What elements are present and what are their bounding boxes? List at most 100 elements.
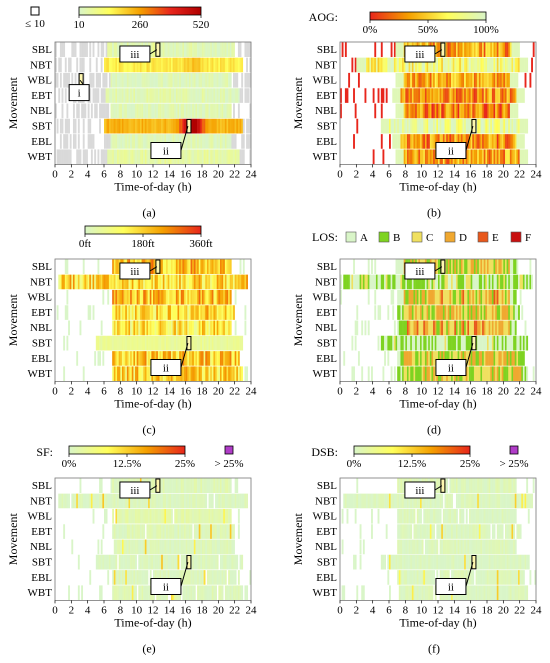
heatmap-cell bbox=[444, 335, 447, 351]
heatmap-cell bbox=[126, 289, 129, 305]
heatmap-cell bbox=[210, 289, 213, 305]
heatmap-cell bbox=[364, 57, 367, 73]
callout-marker bbox=[440, 478, 446, 493]
heatmap-cell bbox=[377, 87, 380, 104]
heatmap-cell bbox=[117, 87, 119, 104]
heatmap-cell bbox=[184, 569, 186, 586]
heatmap-cell bbox=[478, 493, 481, 509]
heatmap-cell bbox=[166, 539, 168, 555]
heatmap-cell bbox=[500, 366, 502, 382]
heatmap-cell bbox=[216, 539, 219, 555]
heatmap-cell bbox=[460, 569, 463, 586]
x-tick-label: 16 bbox=[180, 385, 192, 397]
heatmap-cell bbox=[449, 259, 452, 275]
heatmap-cell bbox=[223, 523, 226, 540]
heatmap-cell bbox=[491, 523, 494, 540]
heatmap-cell bbox=[197, 523, 199, 540]
heatmap-cell bbox=[179, 478, 182, 494]
heatmap-cell bbox=[398, 366, 401, 382]
heatmap-cell bbox=[488, 478, 491, 494]
heatmap-cell bbox=[102, 289, 105, 305]
heatmap-cell bbox=[228, 585, 231, 601]
heatmap-cell bbox=[469, 118, 471, 134]
heatmap-cell bbox=[128, 304, 131, 321]
heatmap-cell bbox=[138, 304, 141, 321]
heatmap-cell bbox=[513, 493, 516, 509]
heatmap-cell bbox=[136, 103, 139, 119]
heatmap-cell bbox=[488, 350, 491, 367]
heatmap-cell bbox=[71, 72, 74, 88]
heatmap-cell bbox=[226, 335, 229, 351]
row-label: WBT bbox=[28, 587, 53, 599]
heatmap-cell bbox=[501, 274, 504, 290]
heatmap-cell bbox=[487, 57, 489, 73]
heatmap-cell bbox=[249, 133, 252, 150]
heatmap-cell bbox=[433, 57, 435, 73]
heatmap-cell bbox=[192, 539, 195, 555]
heatmap-cell bbox=[447, 539, 450, 555]
heatmap-cell bbox=[451, 569, 453, 586]
heatmap-cell bbox=[509, 87, 512, 104]
heatmap-cell bbox=[441, 289, 444, 305]
heatmap-cell bbox=[403, 493, 406, 509]
heatmap-cell bbox=[428, 72, 431, 88]
heatmap-cell bbox=[162, 289, 165, 305]
heatmap-cell bbox=[112, 493, 115, 509]
heatmap-cell bbox=[175, 335, 178, 351]
heatmap-cell bbox=[462, 569, 465, 586]
heatmap-cell bbox=[192, 350, 195, 367]
heatmap-cell bbox=[500, 72, 502, 88]
heatmap-cell bbox=[187, 42, 190, 58]
heatmap-cell bbox=[477, 554, 480, 570]
heatmap-cell bbox=[495, 87, 498, 104]
heatmap-cell bbox=[72, 133, 75, 150]
callout-box bbox=[150, 142, 182, 159]
heatmap-cell bbox=[482, 569, 484, 586]
heatmap-cell bbox=[411, 350, 414, 367]
heatmap-cell bbox=[237, 585, 240, 601]
heatmap-cell bbox=[487, 149, 489, 165]
heatmap-cell bbox=[162, 103, 165, 119]
heatmap-cell bbox=[483, 57, 486, 73]
heatmap-cell bbox=[236, 585, 239, 601]
heatmap-cell bbox=[112, 366, 115, 382]
heatmap-cell bbox=[503, 539, 506, 555]
heatmap-cell bbox=[159, 508, 162, 524]
heatmap-cell bbox=[464, 554, 467, 570]
heatmap-cell bbox=[166, 42, 168, 58]
heatmap-cell bbox=[410, 57, 413, 73]
heatmap-cell bbox=[195, 539, 198, 555]
heatmap-cell bbox=[444, 72, 447, 88]
heatmap-cell bbox=[59, 118, 62, 134]
heatmap-cell bbox=[403, 569, 406, 586]
heatmap-cell bbox=[452, 304, 455, 321]
heatmap-cell bbox=[469, 133, 471, 150]
heatmap-cell bbox=[405, 569, 408, 586]
heatmap-cell bbox=[221, 133, 224, 150]
heatmap-cell bbox=[159, 335, 162, 351]
heatmap-cell bbox=[495, 539, 498, 555]
heatmap-cell bbox=[420, 569, 422, 586]
heatmap-cell bbox=[117, 72, 119, 88]
heatmap-cell bbox=[491, 539, 494, 555]
heatmap-cell bbox=[187, 523, 190, 540]
heatmap-cell bbox=[465, 493, 468, 509]
legend-tick-label: 0% bbox=[62, 458, 77, 470]
heatmap-cell bbox=[426, 103, 429, 119]
heatmap-cell bbox=[100, 274, 103, 290]
panel-caption: (e) bbox=[142, 641, 155, 655]
heatmap-cell bbox=[157, 539, 160, 555]
heatmap-cell bbox=[395, 274, 398, 290]
heatmap-cell bbox=[64, 274, 67, 290]
heatmap-cell bbox=[157, 320, 160, 336]
heatmap-cell bbox=[175, 523, 178, 540]
heatmap-cell bbox=[136, 118, 139, 134]
heatmap-cell bbox=[221, 366, 224, 382]
heatmap-cell bbox=[393, 118, 396, 134]
heatmap-cell bbox=[477, 350, 480, 367]
heatmap-cell bbox=[139, 523, 142, 540]
heatmap-cell bbox=[446, 72, 449, 88]
heatmap-cell bbox=[418, 57, 421, 73]
heatmap-cell bbox=[464, 493, 467, 509]
heatmap-cell bbox=[143, 57, 146, 73]
